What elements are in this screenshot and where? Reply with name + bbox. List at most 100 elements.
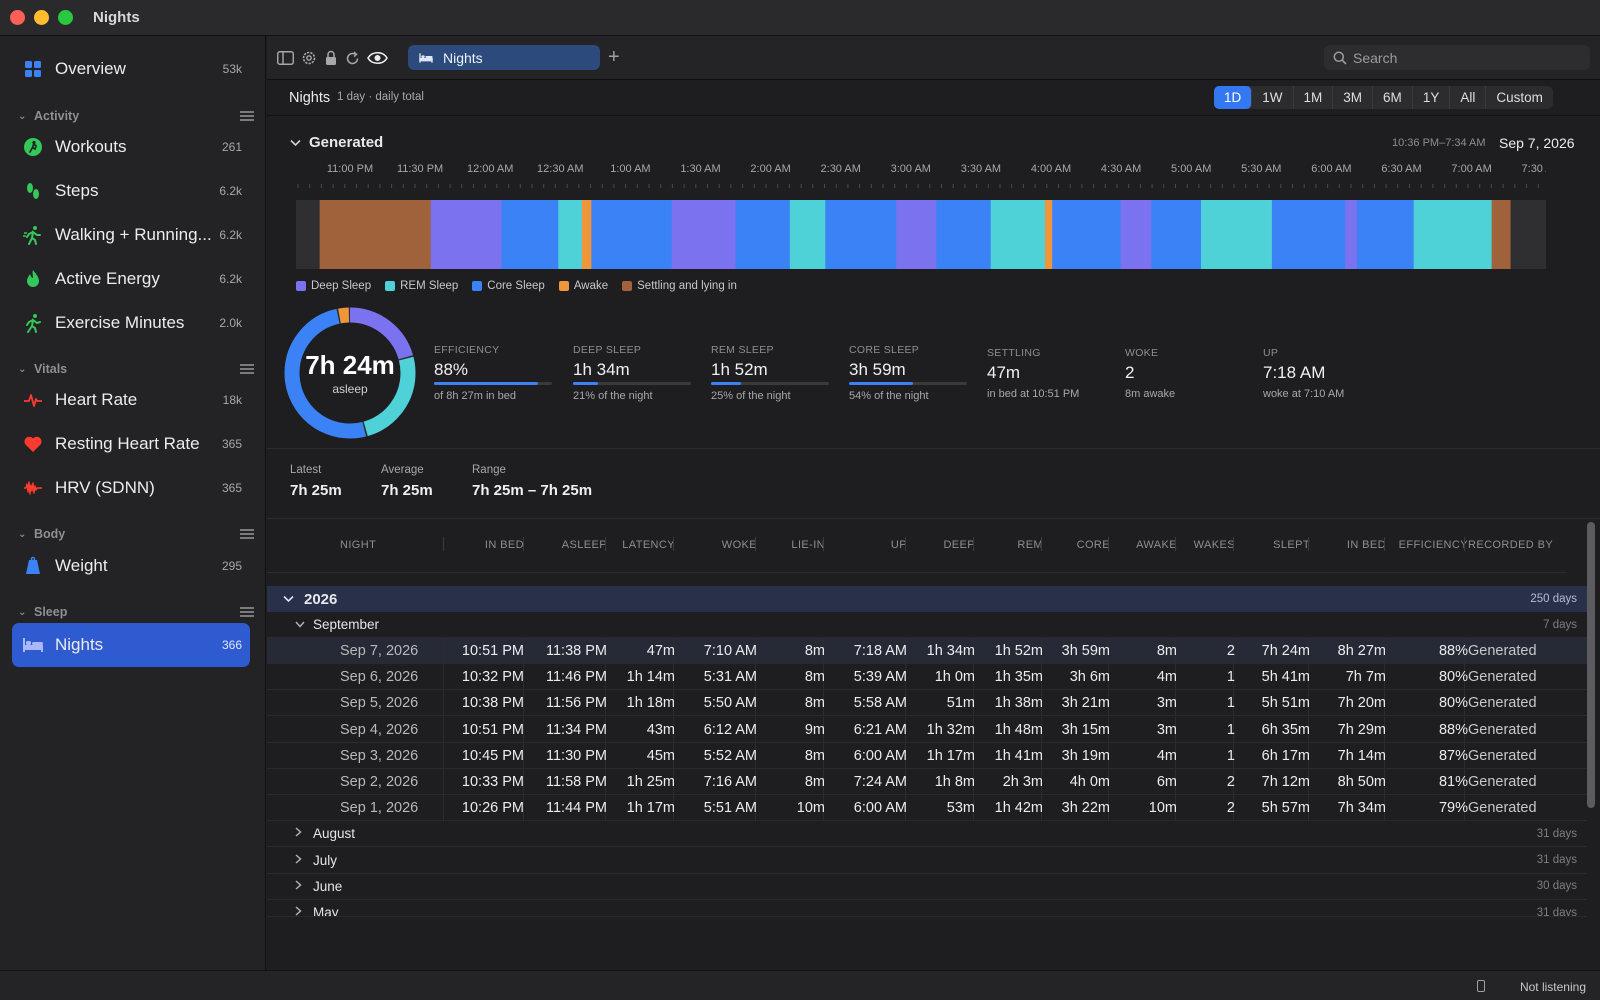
sidebar-item-overview[interactable]: Overview 53k [12, 49, 250, 89]
column-header-up[interactable]: UP [890, 539, 907, 551]
sidebar-item-weight[interactable]: Weight 295 [12, 546, 250, 586]
range-custom-button[interactable]: Custom [1496, 90, 1543, 105]
hypnogram-segment-awake[interactable] [1045, 200, 1053, 269]
tab-nights[interactable]: Nights [408, 45, 600, 70]
column-header-rem[interactable]: REM [1017, 539, 1043, 551]
sidebar-section-activity[interactable]: ⌄ Activity [18, 107, 254, 125]
hypnogram-segment-awake[interactable] [581, 200, 592, 269]
sidebar-item-heart-rate[interactable]: Heart Rate 18k [12, 380, 250, 420]
column-header-efficiency[interactable]: EFFICIENCY [1398, 539, 1468, 551]
hypnogram-segment-deep[interactable] [896, 200, 937, 269]
lock-icon[interactable] [321, 48, 341, 68]
hypnogram-segment-core[interactable] [735, 200, 791, 269]
sidebar-toggle-icon[interactable] [275, 48, 295, 68]
reorder-icon[interactable] [240, 109, 254, 123]
sidebar-item-workouts[interactable]: Workouts 261 [12, 127, 250, 167]
month-group-june[interactable]: June 30 days [267, 874, 1587, 900]
sidebar-item-count: 365 [221, 437, 242, 451]
column-header-night[interactable]: NIGHT [340, 539, 377, 551]
hypnogram-segment-core[interactable] [591, 200, 673, 269]
column-header-core[interactable]: CORE [1076, 539, 1110, 551]
search-field[interactable] [1324, 45, 1590, 70]
add-tab-button[interactable]: + [608, 46, 620, 68]
table-cell-latency: 45m [646, 747, 675, 764]
month-group-august[interactable]: August 31 days [267, 821, 1587, 848]
sidebar-section-sleep[interactable]: ⌄ Sleep [18, 603, 254, 621]
search-input[interactable] [1353, 49, 1573, 66]
table-row[interactable]: Sep 4, 2026 10:51 PM 11:34 PM 43m 6:12 AM 9m 6… [267, 716, 1587, 743]
close-window-button[interactable] [10, 10, 25, 25]
column-header-awake[interactable]: AWAKE [1136, 539, 1177, 551]
range-3m-button[interactable]: 3M [1333, 86, 1374, 109]
sidebar-item-exercise-minutes[interactable]: Exercise Minutes 2.0k [12, 303, 250, 343]
column-header-deep[interactable]: DEEP [943, 539, 975, 551]
zoom-window-button[interactable] [58, 10, 73, 25]
table-row[interactable]: Sep 3, 2026 10:45 PM 11:30 PM 45m 5:52 AM 8m 6… [267, 742, 1587, 769]
hypnogram-segment-rem[interactable] [1413, 200, 1493, 269]
table-scrollbar[interactable] [1585, 522, 1597, 946]
sidebar-item-resting-heart-rate[interactable]: Resting Heart Rate 365 [12, 424, 250, 464]
column-header-lie-in[interactable]: LIE-IN [791, 539, 825, 551]
range-1m-button[interactable]: 1M [1294, 86, 1334, 109]
table-row[interactable]: Sep 2, 2026 10:33 PM 11:58 PM 1h 25m 7:16 AM… [267, 769, 1587, 795]
hypnogram-segment-core[interactable] [501, 200, 559, 269]
month-days: 31 days [1536, 906, 1577, 919]
sidebar-item-hrv[interactable]: HRV (SDNN) 365 [12, 468, 250, 508]
reorder-icon[interactable] [240, 605, 254, 619]
hypnogram-segment-core[interactable] [936, 200, 992, 269]
sidebar-item-nights[interactable]: Nights 366 [12, 623, 250, 667]
hypnogram-segment-core[interactable] [1151, 200, 1202, 269]
table-cell-lie-in: 8m [804, 669, 825, 686]
eye-icon[interactable] [365, 48, 389, 68]
column-header-asleep[interactable]: ASLEEP [561, 539, 607, 551]
hypnogram-segment-core[interactable] [1052, 200, 1122, 269]
range-1w-button[interactable]: 1W [1252, 86, 1294, 109]
refresh-icon[interactable] [342, 48, 362, 68]
column-header-latency[interactable]: LATENCY [622, 539, 675, 551]
sidebar-item-walking-running[interactable]: Walking + Running... 6.2k [12, 215, 250, 255]
range-6m-button[interactable]: 6M [1373, 86, 1413, 109]
sidebar-section-body[interactable]: ⌄ Body [18, 525, 254, 543]
reorder-icon[interactable] [240, 527, 254, 541]
hypnogram-segment-deep[interactable] [1345, 200, 1358, 269]
column-header-slept[interactable]: SLEPT [1273, 539, 1310, 551]
range-1y-button[interactable]: 1Y [1413, 86, 1451, 109]
month-group-july[interactable]: July 31 days [267, 848, 1587, 874]
table-row[interactable]: Sep 1, 2026 10:26 PM 11:44 PM 1h 17m 5:51 AM… [267, 795, 1587, 822]
table-row[interactable]: Sep 7, 2026 10:51 PM 11:38 PM 47m 7:10 AM 8m 7… [267, 638, 1587, 664]
hypnogram-segment-empty[interactable] [296, 200, 321, 269]
minimize-window-button[interactable] [34, 10, 49, 25]
hypnogram-segment-deep[interactable] [430, 200, 503, 269]
hypnogram-segment-settling[interactable] [1491, 200, 1512, 269]
hypnogram-segment-core[interactable] [1271, 200, 1346, 269]
hypnogram-segment-core[interactable] [825, 200, 897, 269]
hypnogram-segment-empty[interactable] [1510, 200, 1546, 269]
reorder-icon[interactable] [240, 362, 254, 376]
hypnogram-segment-deep[interactable] [671, 200, 737, 269]
column-header-wakes[interactable]: WAKES [1193, 539, 1235, 551]
column-header-woke[interactable]: WOKE [721, 539, 757, 551]
hypnogram-segment-rem[interactable] [558, 200, 583, 269]
hypnogram-segment-deep[interactable] [1120, 200, 1152, 269]
sidebar-item-active-energy[interactable]: Active Energy 6.2k [12, 259, 250, 299]
range-all-button[interactable]: All [1450, 86, 1487, 109]
table-row[interactable]: Sep 6, 2026 10:32 PM 11:46 PM 1h 14m 5:31 AM… [267, 664, 1587, 691]
column-header-recorded-by[interactable]: RECORDED BY [1468, 539, 1554, 551]
hypnogram-segment-rem[interactable] [1201, 200, 1273, 269]
month-group-september[interactable]: September 7 days [267, 612, 1587, 638]
year-group-2026[interactable]: 2026 250 days [267, 586, 1587, 612]
sidebar-item-steps[interactable]: Steps 6.2k [12, 171, 250, 211]
table-row[interactable]: Sep 5, 2026 10:38 PM 11:56 PM 1h 18m 5:50 AM… [267, 690, 1587, 717]
sidebar-item-label: Walking + Running... [55, 225, 212, 244]
scrollbar-thumb[interactable] [1587, 522, 1595, 808]
hypnogram-segment-settling[interactable] [319, 200, 432, 269]
hypnogram-segment-rem[interactable] [990, 200, 1046, 269]
generated-section-header[interactable]: Generated [290, 134, 383, 151]
column-header-in-bed[interactable]: IN BED [1346, 539, 1386, 551]
column-header-in-bed[interactable]: IN BED [484, 539, 524, 551]
hypnogram-segment-rem[interactable] [789, 200, 826, 269]
gear-icon[interactable] [299, 48, 319, 68]
range-1d-button[interactable]: 1D [1214, 86, 1253, 109]
hypnogram-segment-core[interactable] [1356, 200, 1415, 269]
sidebar-section-vitals[interactable]: ⌄ Vitals [18, 360, 254, 378]
